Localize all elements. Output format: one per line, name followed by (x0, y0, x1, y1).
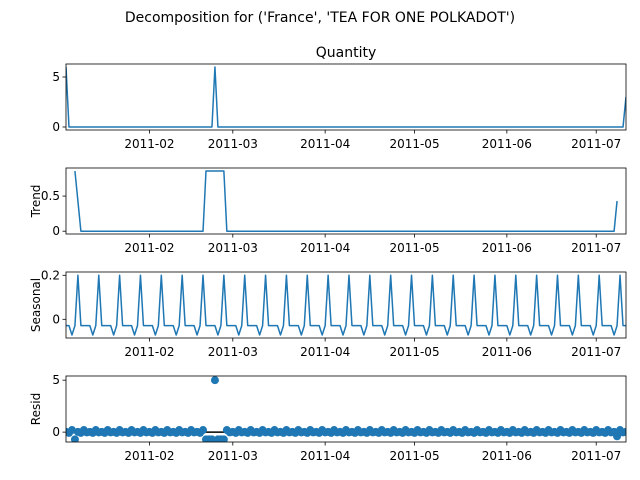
trend-xtick-label: 2011-05 (389, 241, 439, 255)
observed-xtick-label: 2011-06 (482, 137, 532, 151)
resid-xtick-label: 2011-04 (300, 449, 350, 463)
seasonal-xtick-label: 2011-02 (124, 345, 174, 359)
trend-xtick-label: 2011-04 (300, 241, 350, 255)
resid-point (210, 376, 219, 385)
seasonal-axes-frame (65, 271, 627, 339)
resid-plot-area (66, 376, 626, 442)
seasonal-series-line (66, 274, 626, 336)
observed-series-line (66, 66, 626, 128)
seasonal-ytick-label: 0.2 (41, 268, 60, 282)
observed-xtick-label: 2011-02 (124, 137, 174, 151)
trend-xtick-label: 2011-07 (571, 241, 621, 255)
resid-axes-frame (65, 375, 627, 443)
trend-ytick-label: 0.5 (41, 189, 60, 203)
trend-xtick-label: 2011-03 (208, 241, 258, 255)
trend-xtick-label: 2011-06 (482, 241, 532, 255)
resid-ytick-label: 0 (52, 425, 60, 439)
resid-point (613, 432, 622, 441)
resid-xtick-label: 2011-05 (389, 449, 439, 463)
observed-plot-area (66, 66, 626, 128)
seasonal-xtick-label: 2011-05 (389, 345, 439, 359)
seasonal-xtick-label: 2011-07 (571, 345, 621, 359)
panel-seasonal: 0 0.2 2011-02 2011-03 2011-04 2011-05 2011-06 2… (29, 268, 627, 359)
figure-suptitle: Decomposition for ('France', 'TEA FOR ON… (125, 10, 515, 26)
trend-plot-area (74, 170, 618, 232)
panel-resid: 0 5 2011-02 2011-03 2011-04 2011-05 2011-06 201… (29, 373, 627, 463)
trend-ytick-label: 0 (52, 224, 60, 238)
panels-group: 0 5 2011-02 2011-03 2011-04 2011-05 2011-06 201… (29, 45, 627, 463)
resid-ylabel: Resid (29, 393, 43, 425)
trend-axes-frame (65, 167, 627, 235)
trend-series-line (74, 170, 618, 232)
observed-ytick-label: 5 (52, 70, 60, 84)
resid-point (199, 426, 208, 435)
seasonal-ytick-label: 0 (52, 312, 60, 326)
resid-point (219, 435, 228, 442)
seasonal-xtick-label: 2011-04 (300, 345, 350, 359)
observed-panel-title: Quantity (316, 45, 377, 61)
seasonal-plot-area (66, 274, 626, 336)
seasonal-ylabel: Seasonal (29, 278, 43, 332)
observed-xtick-label: 2011-05 (389, 137, 439, 151)
panel-observed: 0 5 2011-02 2011-03 2011-04 2011-05 2011-06 201… (52, 45, 627, 151)
resid-ytick-label: 5 (52, 373, 60, 387)
observed-xtick-label: 2011-03 (208, 137, 258, 151)
resid-point (70, 435, 79, 442)
resid-xtick-label: 2011-07 (571, 449, 621, 463)
resid-xtick-label: 2011-02 (124, 449, 174, 463)
panel-trend: 0 0.5 2011-02 2011-03 2011-04 2011-05 2011-06 2… (29, 167, 627, 255)
observed-xtick-label: 2011-04 (300, 137, 350, 151)
observed-ytick-label: 0 (52, 120, 60, 134)
resid-xtick-label: 2011-06 (482, 449, 532, 463)
observed-xtick-label: 2011-07 (571, 137, 621, 151)
trend-ylabel: Trend (29, 185, 43, 219)
resid-xtick-label: 2011-03 (208, 449, 258, 463)
resid-point (622, 427, 626, 436)
resid-point (207, 435, 216, 442)
trend-xtick-label: 2011-02 (124, 241, 174, 255)
seasonal-xtick-label: 2011-06 (482, 345, 532, 359)
observed-axes-frame (65, 63, 627, 131)
seasonal-xtick-label: 2011-03 (208, 345, 258, 359)
